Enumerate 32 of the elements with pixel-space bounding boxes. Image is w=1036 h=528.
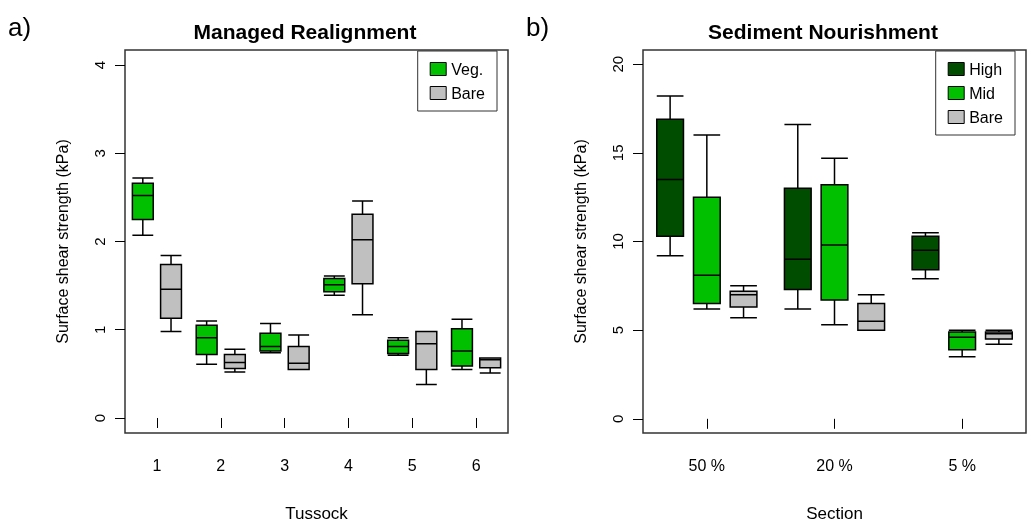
x-tick-label: 6: [471, 456, 481, 474]
y-tick-label: 5: [609, 325, 626, 335]
legend-label: Veg.: [451, 60, 484, 78]
y-tick-label: 0: [609, 414, 626, 423]
x-tick-label: 50 %: [688, 456, 726, 474]
legend-label: Bare: [969, 108, 1004, 126]
y-tick-label: 15: [609, 144, 626, 162]
y-tick-label: 20: [609, 55, 626, 73]
y-tick-label: 10: [609, 233, 626, 250]
x-tick-label: 1: [152, 456, 162, 474]
x-tick-label: 5 %: [948, 456, 976, 474]
x-axis-title: Tussock: [285, 504, 349, 523]
x-tick-label: 3: [280, 456, 290, 474]
x-tick-label: 20 %: [816, 456, 853, 474]
text: b): [526, 12, 550, 42]
chart-title: Sediment Nourishment: [708, 20, 938, 43]
x-tick-label: 2: [216, 456, 226, 474]
text: a): [8, 12, 32, 42]
y-tick-label: 3: [91, 149, 108, 158]
y-tick-label: 4: [91, 60, 108, 70]
legend-label: High: [969, 60, 1003, 78]
y-axis-title: Surface shear strength (kPa): [571, 139, 589, 344]
y-tick-label: 1: [91, 325, 108, 334]
y-tick-label: 0: [91, 413, 108, 423]
x-axis-title: Section: [806, 504, 863, 523]
y-axis-title: Surface shear strength (kPa): [53, 139, 71, 344]
legend-label: Mid: [969, 84, 995, 102]
chart-title: Managed Realignment: [193, 20, 417, 43]
x-tick-label: 5: [407, 456, 417, 474]
legend-label: Bare: [451, 84, 486, 102]
y-tick-label: 2: [91, 237, 108, 246]
x-tick-label: 4: [343, 456, 353, 474]
